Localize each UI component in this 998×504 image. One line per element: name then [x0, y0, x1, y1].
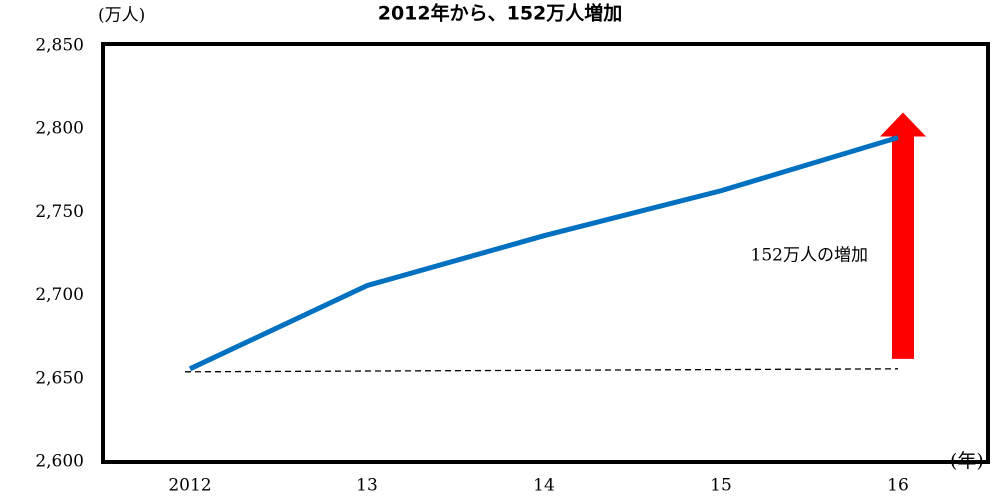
increase-arrow [880, 112, 926, 359]
y-tick-label: 2,650 [35, 368, 84, 388]
x-tick-label: 13 [356, 476, 378, 496]
annotation: 152万人の増加 [751, 246, 868, 266]
y-tick-label: 2,600 [35, 452, 84, 472]
baseline-dash [184, 368, 899, 373]
x-tick-label: 2012 [168, 476, 211, 496]
chart-title: 2012年から、152万人増加 [378, 2, 623, 25]
x-tick-label: 14 [533, 476, 555, 496]
x-tick-label: 15 [710, 476, 732, 496]
y-axis-unit: (万人) [98, 6, 145, 26]
y-tick-label: 2,850 [35, 36, 84, 56]
y-tick-label: 2,700 [35, 285, 84, 305]
plot-frame [101, 42, 990, 464]
x-tick-label: 16 [887, 476, 909, 496]
line-series [188, 135, 899, 372]
y-tick-label: 2,800 [35, 119, 84, 139]
y-tick-label: 2,750 [35, 202, 84, 222]
